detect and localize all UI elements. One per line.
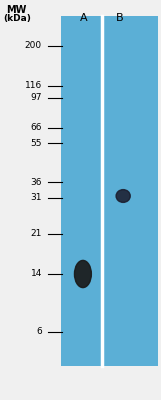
- Text: A: A: [80, 13, 88, 23]
- Text: 97: 97: [30, 94, 42, 102]
- Text: MW: MW: [6, 5, 27, 15]
- Text: 6: 6: [36, 328, 42, 336]
- Text: 116: 116: [25, 82, 42, 90]
- Text: 36: 36: [30, 178, 42, 186]
- Text: 66: 66: [30, 124, 42, 132]
- Text: B: B: [116, 13, 124, 23]
- Text: 21: 21: [30, 230, 42, 238]
- Text: (kDa): (kDa): [3, 14, 31, 22]
- Text: 14: 14: [30, 270, 42, 278]
- Ellipse shape: [74, 260, 91, 288]
- Bar: [61, 16, 158, 366]
- Text: 200: 200: [25, 42, 42, 50]
- Ellipse shape: [116, 190, 130, 202]
- Text: 31: 31: [30, 194, 42, 202]
- Text: 55: 55: [30, 139, 42, 148]
